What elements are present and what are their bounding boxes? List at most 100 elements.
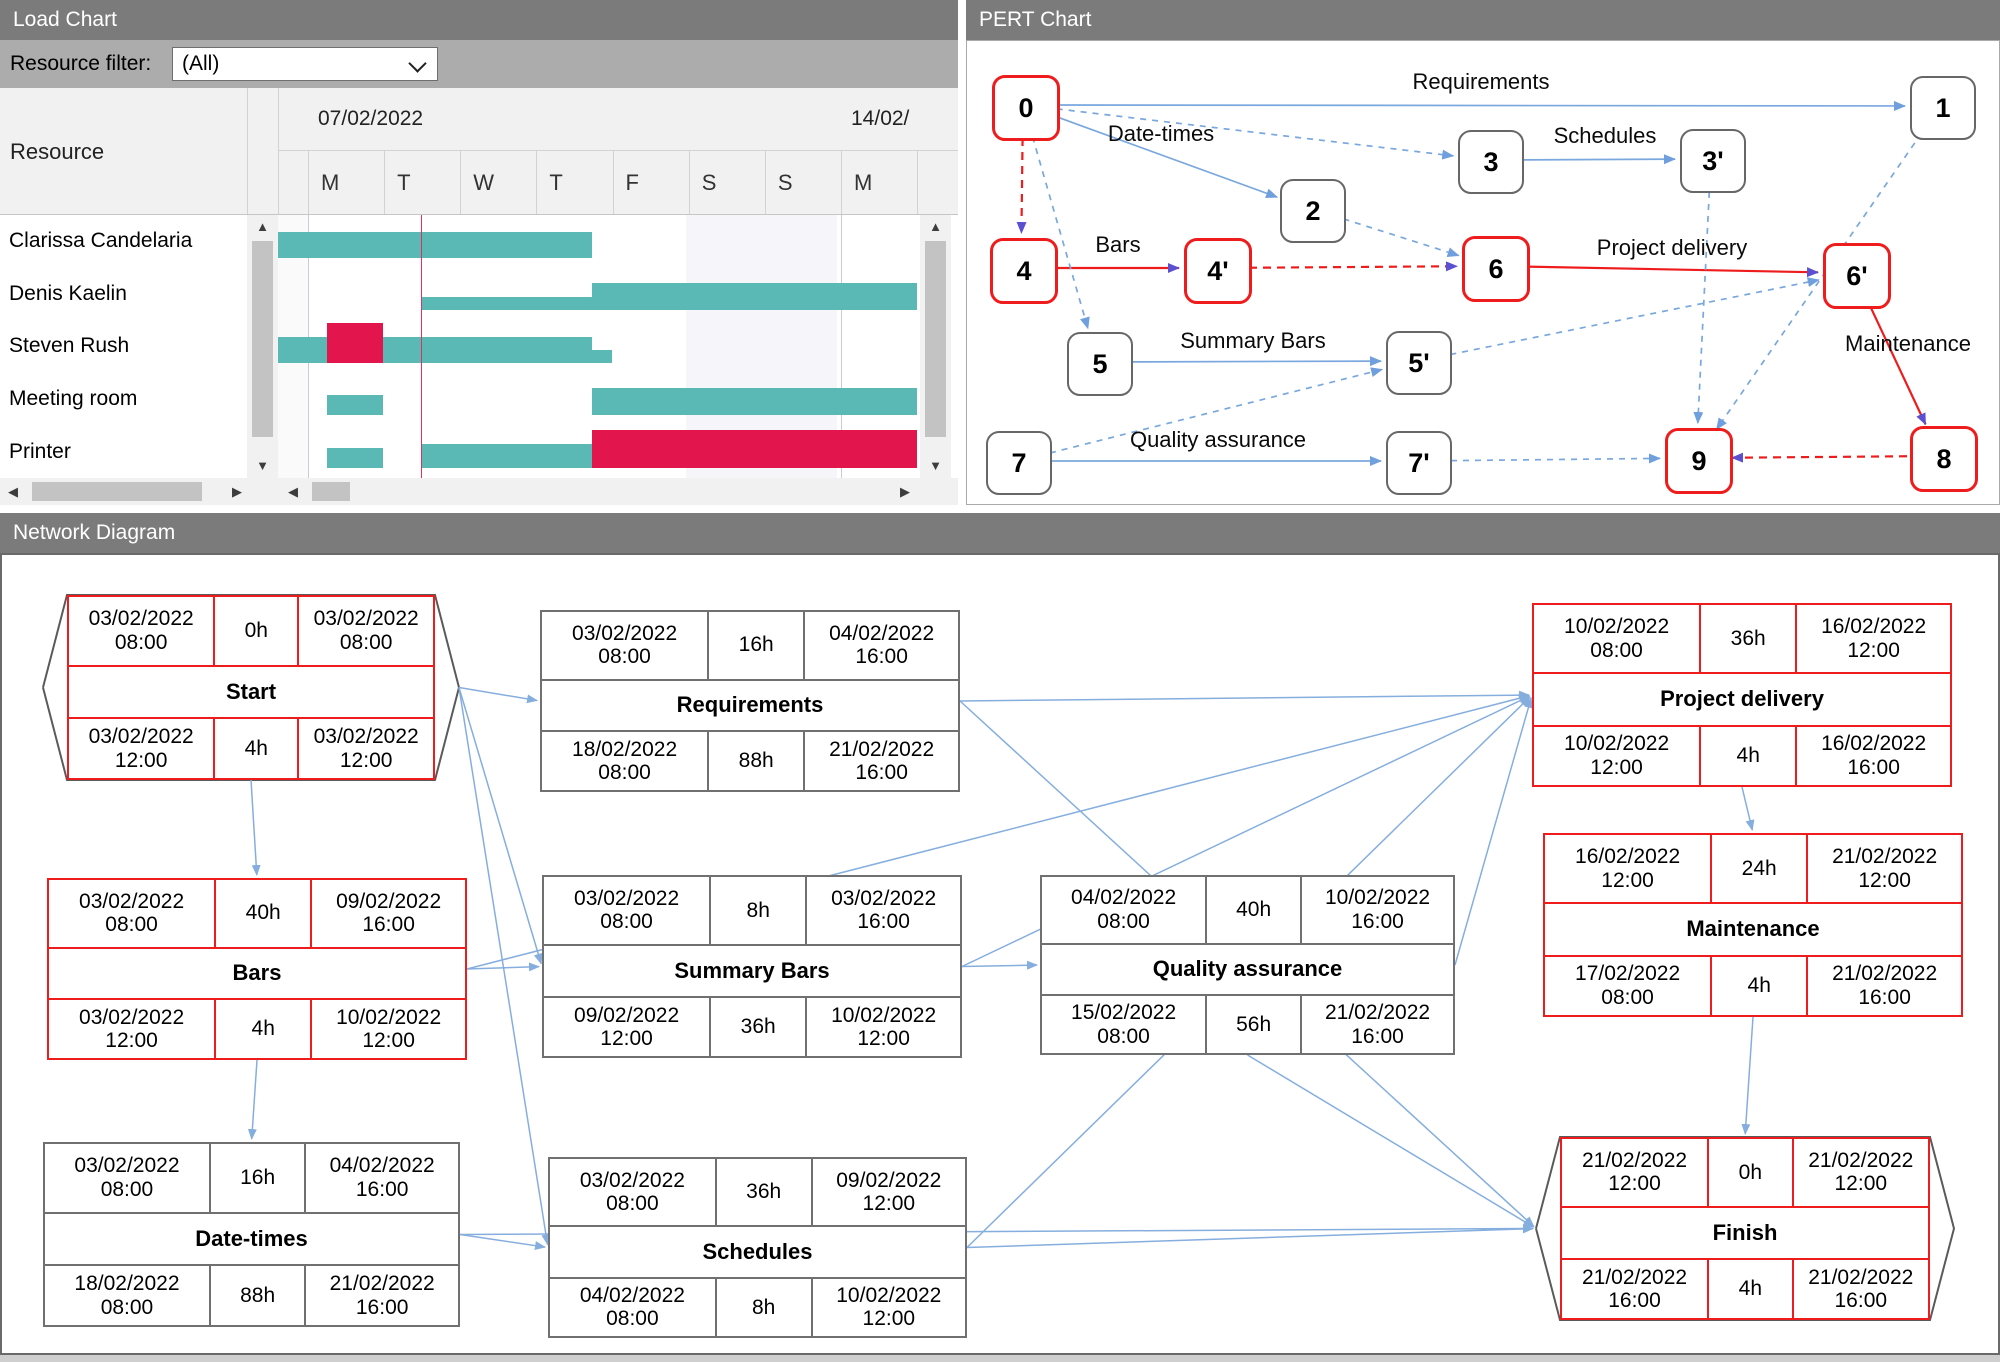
task-date-cell: 15/02/2022 08:00 [1042, 996, 1208, 1053]
task-duration-cell: 24h [1712, 835, 1809, 905]
task-box-maintenance[interactable]: 16/02/2022 12:00 24h 21/02/2022 12:00 Maint… [1543, 833, 1963, 1017]
scroll-down-button[interactable]: ▼ [920, 454, 951, 478]
load-bar-segment [592, 349, 612, 363]
pert-node-5[interactable]: 5 [1067, 332, 1133, 396]
pert-node-8[interactable]: 8 [1910, 426, 1978, 492]
pert-node-6[interactable]: 6 [1462, 236, 1530, 302]
task-duration-cell: 16h [210, 1144, 307, 1214]
task-box-start[interactable]: 03/02/2022 08:00 0h 03/02/2022 08:00 Start 0… [67, 595, 435, 780]
pert-node-1[interactable]: 1 [1910, 76, 1976, 140]
day-header: M [853, 170, 873, 195]
header-separator [917, 150, 918, 214]
pert-node-4'[interactable]: 4' [1184, 238, 1252, 304]
scrollbar-thumb[interactable] [925, 241, 946, 437]
task-box-quality_assurance[interactable]: 04/02/2022 08:00 40h 10/02/2022 16:00 Quali… [1040, 875, 1455, 1055]
scroll-right-button[interactable]: ▶ [232, 484, 242, 499]
network-diagram-panel: Network Diagram 03/02/2022 08:00 0h 03/02/… [0, 513, 2000, 1362]
scrollbar-thumb[interactable] [252, 241, 273, 437]
header-separator [460, 150, 462, 214]
task-slack-cell: 56h [1207, 996, 1303, 1053]
dependency-date_times-schedules [459, 1233, 547, 1251]
pert-node-5'[interactable]: 5' [1386, 331, 1452, 395]
day-header: F [625, 170, 639, 195]
task-box-bars[interactable]: 03/02/2022 08:00 40h 09/02/2022 16:00 Bars 0… [47, 878, 467, 1060]
dependency-requirements-project_delivery [959, 690, 1531, 702]
load-chart-title: Load Chart [0, 0, 958, 40]
task-title: Start [69, 666, 433, 720]
task-duration-cell: 40h [216, 880, 313, 949]
task-box-summary_bars[interactable]: 03/02/2022 08:00 8h 03/02/2022 16:00 Summar… [542, 875, 962, 1058]
scroll-up-button[interactable]: ▲ [920, 215, 951, 239]
task-box-project_delivery[interactable]: 10/02/2022 08:00 36h 16/02/2022 12:00 Proje… [1532, 603, 1952, 787]
resource-row[interactable]: Steven Rush [9, 334, 130, 358]
pert-edge-label: Date-times [1107, 121, 1215, 146]
task-date-cell: 21/02/2022 12:00 [1793, 1139, 1928, 1208]
week-separator-line [841, 215, 842, 478]
task-duration-cell: 8h [711, 877, 808, 946]
scroll-right-button[interactable]: ▶ [900, 484, 910, 499]
resource-row[interactable]: Denis Kaelin [9, 281, 127, 305]
task-date-cell: 21/02/2022 16:00 [1793, 1260, 1928, 1318]
pert-node-7'[interactable]: 7' [1386, 431, 1452, 495]
task-duration-cell: 0h [215, 597, 300, 667]
scroll-down-button[interactable]: ▼ [247, 454, 278, 478]
pert-node-0[interactable]: 0 [992, 75, 1060, 141]
pert-node-9[interactable]: 9 [1665, 428, 1733, 494]
day-header: M [321, 170, 340, 195]
task-date-cell: 03/02/2022 08:00 [544, 877, 712, 946]
task-date-cell: 03/02/2022 08:00 [542, 612, 710, 681]
task-slack-cell: 4h [215, 719, 300, 778]
resource-row[interactable]: Printer [9, 439, 71, 463]
task-box-finish[interactable]: 21/02/2022 12:00 0h 21/02/2022 12:00 Finish… [1560, 1137, 1930, 1320]
task-date-cell: 10/02/2022 12:00 [1534, 726, 1702, 785]
task-duration-cell: 36h [1701, 605, 1798, 675]
task-title: Bars [49, 948, 465, 1001]
task-date-cell: 21/02/2022 12:00 [1808, 835, 1961, 905]
load-bar-segment [327, 448, 383, 468]
task-slack-cell: 8h [716, 1278, 813, 1336]
task-date-cell: 04/02/2022 08:00 [550, 1278, 717, 1336]
pert-edge-label: Summary Bars [1180, 328, 1326, 353]
load-bar-segment [278, 231, 592, 258]
pert-node-3'[interactable]: 3' [1680, 129, 1746, 193]
scroll-up-button[interactable]: ▲ [247, 215, 278, 239]
pert-edge-5'-6' [1450, 277, 1820, 356]
scroll-left-button[interactable]: ◀ [288, 484, 298, 499]
resource-row[interactable]: Clarissa Candelaria [9, 229, 193, 253]
task-date-cell: 09/02/2022 16:00 [312, 880, 465, 949]
pert-edge-0-2 [1054, 115, 1279, 199]
header-separator [308, 150, 309, 214]
resource-row[interactable]: Meeting room [9, 387, 138, 411]
task-slack-cell: 88h [210, 1266, 307, 1325]
week-label: 14/02/ [851, 107, 910, 130]
task-box-requirements[interactable]: 03/02/2022 08:00 16h 04/02/2022 16:00 Requi… [540, 610, 960, 792]
scrollbar-thumb[interactable] [312, 482, 350, 501]
pert-node-3[interactable]: 3 [1458, 130, 1524, 194]
scrollbar-thumb[interactable] [32, 482, 202, 501]
pert-node-4[interactable]: 4 [990, 238, 1058, 304]
load-bar-segment [592, 283, 917, 311]
pert-edges-layer [1016, 100, 1927, 466]
pert-node-7[interactable]: 7 [986, 431, 1052, 495]
timescale-header: Resource 07/02/2022 14/02/M T W T F S S M [0, 88, 958, 215]
pert-node-6'[interactable]: 6' [1823, 243, 1891, 309]
task-box-date_times[interactable]: 03/02/2022 08:00 16h 04/02/2022 16:00 Date-… [43, 1142, 460, 1327]
rows-vertical-scrollbar[interactable]: ▲ ▼ [247, 215, 278, 478]
chevron-down-icon [408, 54, 427, 73]
pert-edge-8-9 [1730, 452, 1908, 463]
task-date-cell: 18/02/2022 08:00 [45, 1266, 211, 1325]
resource-filter-dropdown[interactable]: (All) [172, 47, 438, 81]
dependency-maintenance-finish [1741, 1016, 1754, 1136]
day-header: W [473, 170, 495, 195]
scroll-left-button[interactable]: ◀ [8, 484, 18, 499]
header-separator [764, 150, 766, 214]
task-box-schedules[interactable]: 03/02/2022 08:00 36h 09/02/2022 12:00 Sched… [548, 1157, 967, 1338]
pert-edge-label: Bars [1095, 232, 1141, 257]
task-date-cell: 21/02/2022 16:00 [805, 732, 958, 790]
task-title: Schedules [550, 1227, 965, 1279]
chart-vertical-scrollbar[interactable]: ▲ ▼ [920, 215, 951, 478]
task-date-cell: 03/02/2022 12:00 [69, 719, 216, 778]
pert-node-2[interactable]: 2 [1280, 179, 1346, 243]
horizontal-scrollbar[interactable]: ◀ ▶ ◀ ▶ [0, 478, 958, 505]
week-label: 07/02/2022 [318, 107, 424, 130]
